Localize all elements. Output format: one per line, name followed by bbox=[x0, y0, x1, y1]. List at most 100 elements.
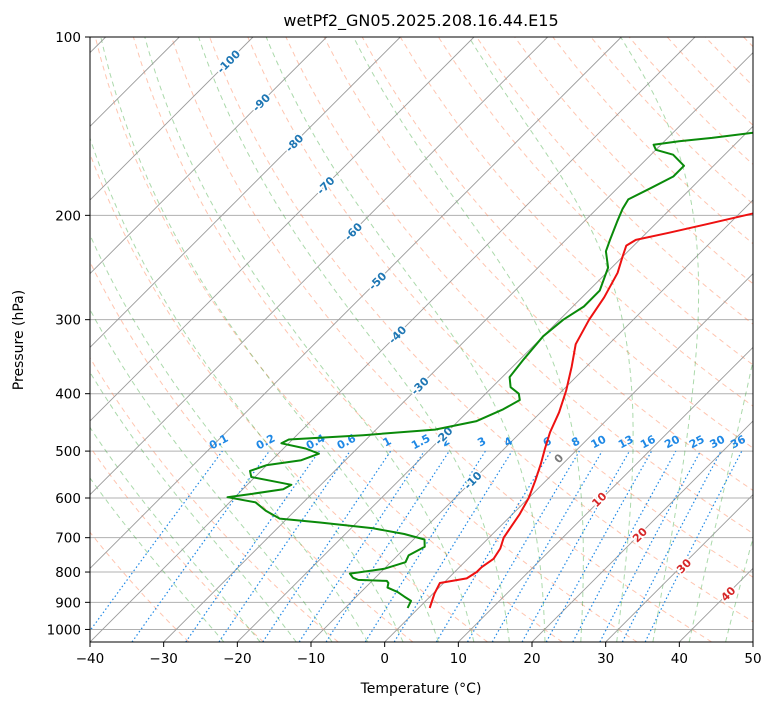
mixing-ratio-label: 20 bbox=[662, 432, 682, 451]
y-tick-label: 600 bbox=[55, 491, 81, 507]
dewpoint-profile-line bbox=[226, 131, 753, 609]
isotherm-line bbox=[679, 567, 753, 642]
isotherm-label: -80 bbox=[283, 132, 306, 155]
moist-adiabat bbox=[90, 136, 404, 642]
mixing-ratio-label: 10 bbox=[589, 432, 609, 451]
dry-adiabat bbox=[590, 37, 753, 205]
mixing-ratio-label: 3 bbox=[475, 434, 488, 449]
isotherm-label: -70 bbox=[314, 174, 337, 197]
x-tick-label: −20 bbox=[223, 651, 252, 667]
y-tick-label: 1000 bbox=[47, 622, 81, 638]
moist-adiabat bbox=[90, 308, 333, 642]
isotherm-line bbox=[90, 37, 327, 275]
isotherm-line bbox=[90, 37, 696, 642]
x-tick-label: 50 bbox=[744, 651, 761, 667]
y-axis-label: Pressure (hPa) bbox=[11, 290, 27, 390]
dry-adiabat bbox=[90, 356, 339, 642]
mixing-ratio-line bbox=[644, 450, 743, 642]
mixing-ratio-label: 30 bbox=[708, 433, 728, 452]
moist-adiabat-label: 0 bbox=[552, 451, 567, 466]
isotherm-line bbox=[605, 494, 753, 642]
dry-adiabat bbox=[132, 37, 638, 642]
mixing-ratio-line bbox=[90, 450, 223, 632]
moist-adiabat bbox=[100, 37, 439, 642]
mixing-ratio-label: 0.1 bbox=[207, 432, 230, 453]
mixing-ratio-label: 13 bbox=[616, 433, 636, 452]
mixing-ratio-line bbox=[572, 450, 677, 642]
isotherm-line bbox=[163, 52, 753, 642]
temperature-profile-line bbox=[428, 212, 753, 609]
isotherm-line bbox=[752, 641, 753, 642]
moist-adiabat bbox=[144, 37, 475, 642]
moist-adiabat bbox=[620, 37, 700, 642]
moist-adiabat bbox=[90, 233, 369, 642]
x-tick-label: 40 bbox=[671, 651, 688, 667]
plot-frame bbox=[89, 36, 754, 643]
mixing-ratio-line bbox=[185, 450, 320, 642]
mixing-ratio-label: 1 bbox=[381, 434, 394, 449]
isotherm-label: -100 bbox=[215, 47, 244, 76]
isotherm-line bbox=[384, 273, 753, 642]
dry-adiabat bbox=[666, 37, 753, 126]
dry-adiabat bbox=[743, 37, 753, 48]
isotherm-label: -30 bbox=[409, 374, 432, 397]
dry-adiabat bbox=[90, 446, 264, 642]
dry-adiabat bbox=[94, 37, 563, 642]
moist-adiabat bbox=[90, 371, 297, 642]
dry-adiabat bbox=[171, 37, 712, 642]
plot-area: 0.1 0.2 0.4 0.6 1 1.5 2 3 4 6 8 10 13 16 20 25 30 36-100-… bbox=[90, 37, 753, 642]
mixing-ratio-line bbox=[131, 450, 270, 642]
isotherm-line bbox=[310, 199, 753, 642]
moist-adiabat bbox=[90, 477, 225, 642]
dry-adiabat bbox=[247, 37, 753, 578]
x-tick-label: 30 bbox=[597, 651, 614, 667]
mixing-ratio-line bbox=[521, 450, 631, 642]
dry-adiabat bbox=[437, 37, 753, 366]
moist-adiabat-label: 40 bbox=[718, 584, 738, 604]
x-tick-label: 0 bbox=[380, 651, 389, 667]
dry-adiabat bbox=[361, 37, 753, 449]
isotherm-label: -40 bbox=[386, 323, 409, 346]
mixing-ratio-label: 25 bbox=[687, 433, 707, 452]
dry-adiabat bbox=[90, 152, 488, 642]
isotherm-line bbox=[90, 37, 475, 422]
y-tick-label: 500 bbox=[55, 444, 81, 460]
dry-adiabat bbox=[514, 37, 753, 285]
moist-adiabat bbox=[688, 358, 753, 642]
mixing-ratio-line bbox=[545, 450, 653, 642]
y-tick-label: 300 bbox=[55, 313, 81, 329]
mixing-ratio-line bbox=[218, 450, 351, 642]
y-tick-label: 900 bbox=[55, 595, 81, 611]
moist-adiabat bbox=[198, 37, 510, 642]
y-tick-label: 400 bbox=[55, 387, 81, 403]
moist-adiabat-label: 10 bbox=[589, 490, 609, 510]
mixing-ratio-line bbox=[325, 450, 450, 642]
isotherm-label: -50 bbox=[366, 269, 389, 292]
isotherm-line bbox=[90, 37, 401, 348]
moist-adiabat bbox=[90, 426, 261, 642]
dry-adiabat bbox=[209, 37, 753, 623]
mixing-ratio-label: 16 bbox=[638, 433, 658, 452]
mixing-ratio-line bbox=[393, 450, 513, 642]
axes: −40 −30 −20 −10 0 10 20 30 40 5010020030040050060… bbox=[47, 30, 762, 667]
moist-adiabat bbox=[468, 37, 634, 642]
isotherm-line bbox=[458, 346, 753, 642]
isotherm-label: -10 bbox=[461, 469, 484, 492]
x-tick-label: 20 bbox=[523, 651, 540, 667]
isotherm-label: -90 bbox=[250, 91, 273, 114]
mixing-ratio-label: 1.5 bbox=[409, 432, 432, 453]
chart-title: wetPf2_GN05.2025.208.16.44.E15 bbox=[283, 11, 558, 31]
mixing-ratio-line bbox=[435, 450, 552, 642]
dry-adiabat bbox=[476, 37, 753, 325]
x-tick-label: −40 bbox=[76, 651, 105, 667]
x-tick-label: 10 bbox=[450, 651, 467, 667]
y-tick-label: 700 bbox=[55, 531, 81, 547]
mixing-ratio-label: 8 bbox=[569, 434, 582, 449]
mixing-ratio-line bbox=[599, 450, 702, 642]
x-tick-label: −30 bbox=[149, 651, 178, 667]
mixing-ratio-label: 0.2 bbox=[254, 432, 277, 453]
dry-adiabat bbox=[552, 37, 753, 245]
dry-adiabat bbox=[90, 260, 414, 642]
moist-adiabat bbox=[725, 536, 753, 642]
